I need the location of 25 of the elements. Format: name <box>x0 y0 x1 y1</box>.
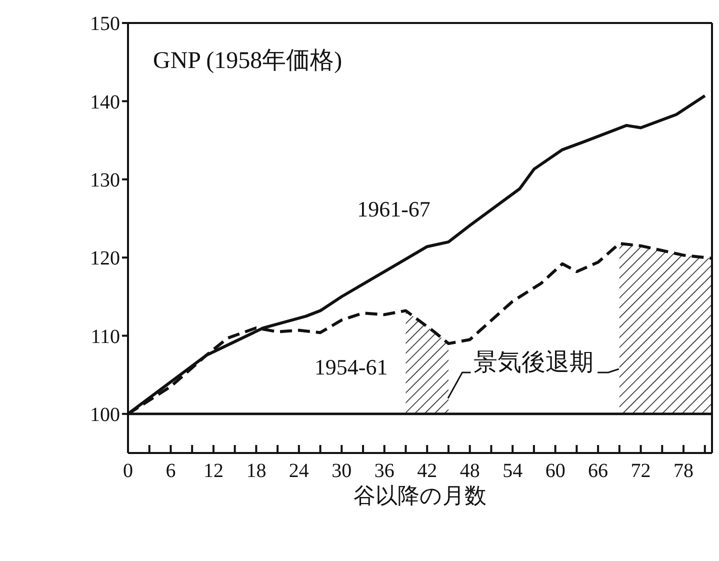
x-tick-label: 66 <box>588 460 608 482</box>
series-label: 1961-67 <box>357 196 430 222</box>
y-tick-label: 120 <box>90 248 120 270</box>
y-tick-label: 110 <box>90 326 120 348</box>
x-tick-label: 78 <box>674 460 694 482</box>
x-tick-label: 6 <box>166 460 176 482</box>
x-tick-label: 42 <box>417 460 438 482</box>
y-tick-label: 130 <box>90 169 120 192</box>
annotation: 景気後退期 <box>473 348 594 378</box>
y-tick-label: 140 <box>90 91 120 114</box>
y-tick-label: 150 <box>90 13 120 36</box>
x-tick-label: 72 <box>630 460 651 482</box>
x-tick-label: 12 <box>203 460 224 482</box>
x-tick-label: 48 <box>460 460 480 482</box>
x-tick-label: 0 <box>123 460 133 482</box>
x-axis-title: 谷以降の月数 <box>354 483 486 508</box>
x-tick-label: 18 <box>246 460 266 482</box>
x-tick-label: 36 <box>374 460 394 482</box>
text: GNP (1958年価格) <box>153 47 342 76</box>
y-tick-label: 100 <box>90 404 120 426</box>
x-tick-label: 30 <box>332 460 352 482</box>
x-tick-label: 24 <box>288 460 309 482</box>
x-tick-label: 54 <box>502 460 523 482</box>
x-tick-label: 60 <box>545 460 566 482</box>
series-label: 1954-61 <box>314 354 388 380</box>
